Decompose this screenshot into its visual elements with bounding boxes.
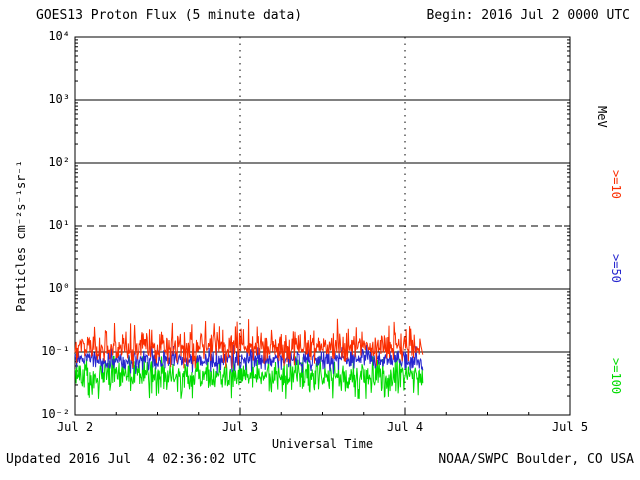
begin-timestamp: Begin: 2016 Jul 2 0000 UTC xyxy=(426,8,631,23)
series-trace-gege100 xyxy=(74,355,424,399)
y-tick-label: 10⁻² xyxy=(41,407,70,421)
legend-ge10-label: >=10 xyxy=(609,170,623,199)
y-tick-label: 10⁴ xyxy=(48,29,70,43)
series-trace-gege10 xyxy=(74,318,424,369)
x-tick-label: Jul 5 xyxy=(551,420,589,434)
y-tick-label: 10⁻¹ xyxy=(41,344,70,358)
x-axis-label: Universal Time xyxy=(271,437,374,451)
x-tick-label: Jul 2 xyxy=(56,420,94,434)
y-tick-label: 10⁰ xyxy=(48,281,70,295)
y-tick-label: 10² xyxy=(48,155,70,169)
chart-title: GOES13 Proton Flux (5 minute data) xyxy=(36,8,303,23)
x-tick-label: Jul 4 xyxy=(386,420,424,434)
legend-ge100-label: >=100 xyxy=(609,358,623,395)
y-tick-label: 10¹ xyxy=(48,218,70,232)
updated-timestamp: Updated 2016 Jul 4 02:36:02 UTC xyxy=(6,452,257,467)
right-axis-unit-label: MeV xyxy=(595,106,609,128)
credit-text: NOAA/SWPC Boulder, CO USA xyxy=(438,452,634,467)
legend-ge50-label: >=50 xyxy=(609,254,623,283)
x-tick-label: Jul 3 xyxy=(221,420,259,434)
y-tick-label: 10³ xyxy=(48,92,70,106)
